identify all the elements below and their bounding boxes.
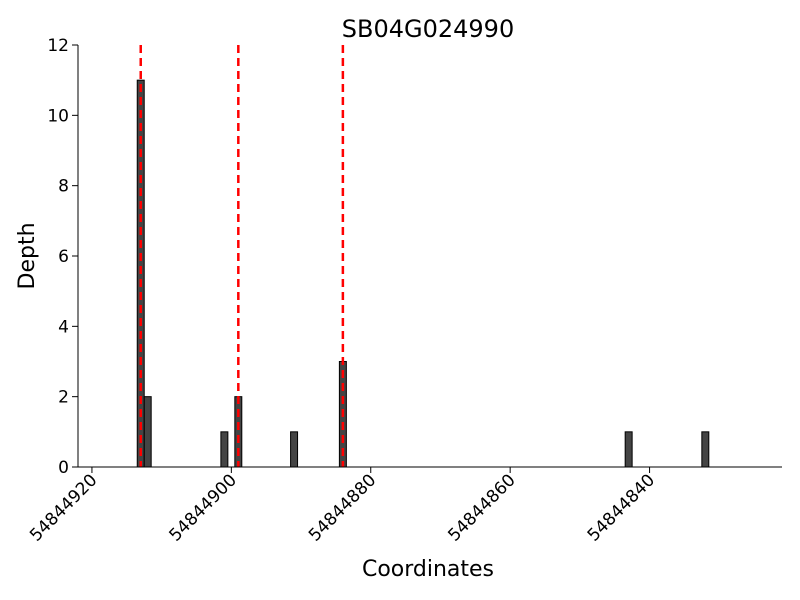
bar [234,396,243,468]
chart-title: SB04G024990 [342,15,514,43]
y-tick-label: 10 [47,106,69,126]
y-tick-label: 6 [58,247,69,267]
x-tick-label: 54844860 [444,470,519,545]
y-tick-label: 8 [58,177,69,197]
y-tick-label: 0 [58,458,69,478]
x-axis-label: Coordinates [362,557,494,582]
y-axis-label: Depth [15,222,40,289]
y-tick-label: 12 [47,36,69,56]
y-tick-label: 4 [58,317,69,337]
bar [143,396,152,468]
x-tick-label: 54844880 [305,470,380,545]
y-tick-label: 2 [58,388,69,408]
bar [220,431,229,468]
x-tick-label: 54844900 [166,470,241,545]
x-tick-label: 54844920 [26,470,101,545]
bar [290,431,299,468]
x-tick-label: 54844840 [584,470,659,545]
bar [624,431,633,468]
bar [701,431,710,468]
